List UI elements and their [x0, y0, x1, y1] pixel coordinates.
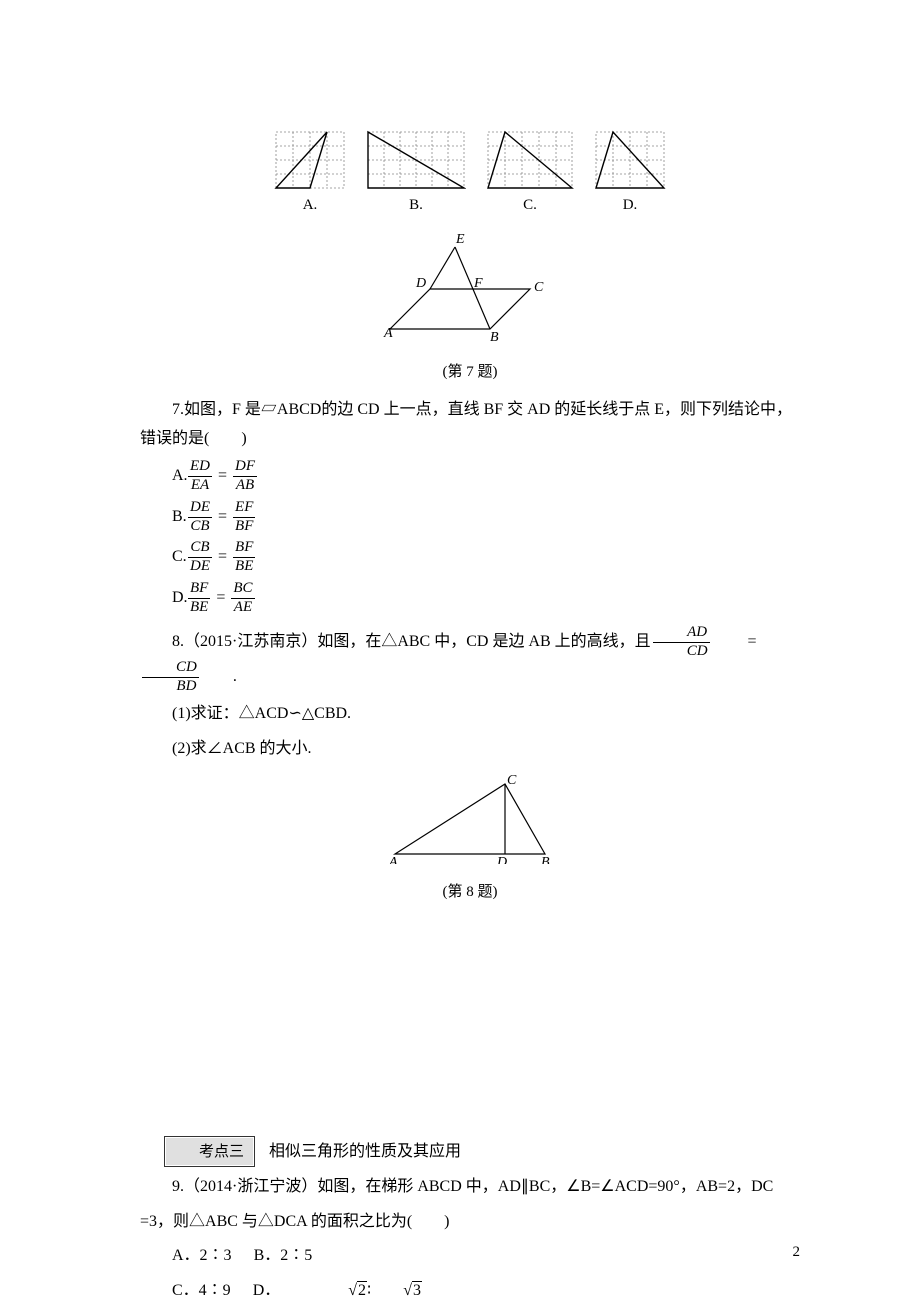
q7-stem: 7.如图，F 是▱ABCD的边 CD 上一点，直线 BF 交 AD 的延长线于点… [140, 396, 800, 454]
q7-opt-d-letter: D. [140, 584, 186, 613]
q9-line2: =3，则△ABC 与△DCA 的面积之比为( ) [140, 1208, 800, 1237]
svg-text:B: B [490, 330, 499, 344]
kaodian3-title: 相似三角形的性质及其应用 [269, 1143, 461, 1160]
q8-sub1: (1)求证：△ACD∽△CBD. [140, 700, 800, 729]
q8-stem: 8.（2015·江苏南京）如图，在△ABC 中，CD 是边 AB 上的高线，且 … [140, 625, 800, 694]
kaodian3-badge: 考点三 [164, 1136, 255, 1167]
q8-sub2: (2)求∠ACB 的大小. [140, 735, 800, 764]
q7-opt-a-letter: A. [140, 462, 186, 491]
q7-options: A. EDEA = DFAB B. DECB = EFBF C. CBDE = … [140, 459, 800, 615]
q7-opt-b-letter: B. [140, 503, 186, 532]
svg-text:E: E [455, 232, 465, 247]
kaodian3-line: 考点三 相似三角形的性质及其应用 [140, 1136, 800, 1167]
q6-option-b: B. [366, 130, 466, 219]
q6-option-d: D. [594, 130, 666, 219]
fig8-block: A B C D (第 8 题) [140, 774, 800, 906]
svg-text:C: C [534, 280, 544, 295]
svg-text:A: A [383, 326, 393, 341]
q6-label-d: D. [594, 192, 666, 219]
svg-text:A: A [388, 855, 398, 864]
fig7-caption: (第 7 题) [140, 359, 800, 386]
svg-text:D: D [496, 855, 507, 864]
fig8-caption: (第 8 题) [140, 879, 800, 906]
q7-opt-c-letter: C. [140, 543, 186, 572]
q6-label-b: B. [366, 192, 466, 219]
q9-opts-row1: A．2∶3 B．2∶5 [140, 1242, 800, 1271]
svg-text:F: F [473, 276, 483, 291]
q6-label-a: A. [274, 192, 346, 219]
q6-option-a: A. [274, 130, 346, 219]
q6-label-c: C. [486, 192, 574, 219]
svg-text:D: D [415, 276, 426, 291]
page-number: 2 [793, 1239, 801, 1266]
svg-text:C: C [507, 774, 517, 788]
q9-line1: 9.（2014·浙江宁波）如图，在梯形 ABCD 中，AD∥BC，∠B=∠ACD… [140, 1173, 800, 1202]
fig7-block: A B C D E F (第 7 题) [140, 229, 800, 386]
q6-option-row: A. [140, 130, 800, 219]
svg-text:B: B [541, 855, 550, 864]
q6-option-c: C. [486, 130, 574, 219]
